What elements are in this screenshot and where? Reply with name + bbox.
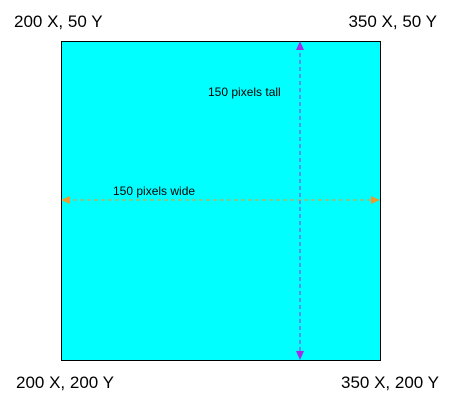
height-arrow-head-bottom	[296, 351, 304, 360]
height-label: 150 pixels tall	[208, 85, 281, 99]
cyan-square	[61, 41, 381, 361]
corner-label-top-right: 350 X, 50 Y	[348, 12, 437, 31]
height-arrow-head-top	[296, 41, 304, 50]
corner-label-bottom-right: 350 X, 200 Y	[341, 373, 439, 392]
width-label: 150 pixels wide	[113, 184, 195, 198]
corner-label-bottom-left: 200 X, 200 Y	[16, 373, 114, 392]
width-arrow-head-left	[61, 196, 70, 204]
corner-label-top-left: 200 X, 50 Y	[14, 12, 103, 31]
width-arrow-head-right	[371, 196, 380, 204]
width-arrow	[61, 196, 380, 204]
